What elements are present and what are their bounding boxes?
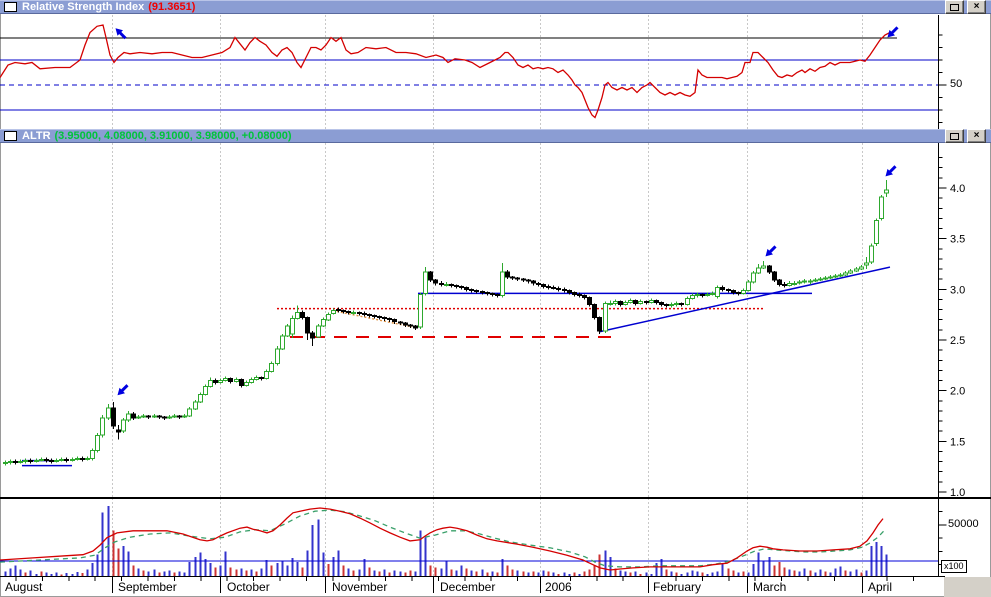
month-separators bbox=[112, 577, 863, 593]
volume-ma-slow bbox=[0, 509, 885, 568]
month-label: 2006 bbox=[545, 580, 572, 594]
candlestick-series bbox=[3, 179, 889, 466]
trendlines[interactable] bbox=[22, 266, 891, 467]
rsi-panel-title: Relative Strength Index bbox=[22, 0, 145, 13]
volume-axis-label-50000: 50000 bbox=[948, 518, 979, 530]
rsi-chart-canvas[interactable] bbox=[0, 15, 991, 129]
price-collapse-box[interactable] bbox=[4, 131, 17, 141]
rsi-line bbox=[0, 24, 891, 119]
rsi-close-button[interactable]: × bbox=[967, 0, 986, 14]
month-gridlines bbox=[112, 498, 863, 577]
price-panel-symbol: ALTR bbox=[22, 129, 51, 142]
month-label: April bbox=[868, 580, 892, 594]
window-corner-filler bbox=[944, 577, 991, 597]
rsi-axis-label-50: 50 bbox=[950, 78, 963, 90]
rsi-window-buttons: × bbox=[945, 0, 991, 14]
svg-text:2.5: 2.5 bbox=[950, 335, 965, 347]
month-gridlines bbox=[112, 15, 863, 129]
close-icon: × bbox=[973, 1, 980, 12]
volume-bars bbox=[4, 505, 888, 577]
maximize-icon bbox=[950, 3, 959, 11]
svg-text:4.0: 4.0 bbox=[950, 183, 965, 195]
rsi-panel-titlebar[interactable]: Relative Strength Index (91.3651) × bbox=[0, 0, 991, 14]
volume-ma-fast bbox=[0, 507, 884, 571]
price-close-button[interactable]: × bbox=[967, 129, 986, 143]
volume-chart-canvas[interactable] bbox=[0, 498, 991, 577]
rsi-maximize-button[interactable] bbox=[945, 0, 964, 14]
price-signal-arrows bbox=[117, 165, 897, 396]
rsi-right-axis bbox=[938, 15, 947, 129]
month-gridlines bbox=[112, 143, 863, 498]
price-ohlc-values: (3.95000, 4.08000, 3.91000, 3.98000, +0.… bbox=[54, 129, 292, 142]
close-icon: × bbox=[973, 130, 980, 141]
month-label: March bbox=[753, 580, 786, 594]
price-panel-titlebar[interactable]: ALTR (3.95000, 4.08000, 3.91000, 3.98000… bbox=[0, 129, 991, 143]
rsi-current-value: (91.3651) bbox=[148, 0, 196, 13]
svg-text:3.5: 3.5 bbox=[950, 234, 965, 246]
month-label: September bbox=[118, 580, 177, 594]
price-window-buttons: × bbox=[945, 129, 991, 143]
month-label: October bbox=[227, 580, 270, 594]
month-label: August bbox=[5, 580, 43, 594]
month-label: November bbox=[332, 580, 387, 594]
svg-text:3.0: 3.0 bbox=[950, 284, 965, 296]
time-axis-strip: August September October November December 20… bbox=[5, 577, 915, 594]
price-maximize-button[interactable] bbox=[945, 129, 964, 143]
month-label: December bbox=[440, 580, 495, 594]
month-labels: August September October November December 20… bbox=[5, 580, 892, 594]
week-ticks bbox=[15, 577, 915, 581]
svg-text:1.0: 1.0 bbox=[950, 487, 965, 498]
maximize-icon bbox=[950, 132, 959, 140]
volume-multiplier-badge: x100 bbox=[941, 560, 967, 573]
price-right-axis: 1.0 1.5 2.0 2.5 3.0 3.5 4.0 bbox=[938, 143, 965, 498]
month-label: February bbox=[653, 580, 701, 594]
svg-text:2.0: 2.0 bbox=[950, 386, 965, 398]
price-chart-canvas[interactable]: 1.0 1.5 2.0 2.5 3.0 3.5 4.0 bbox=[0, 143, 991, 498]
rsi-signal-arrows bbox=[115, 26, 899, 40]
rsi-collapse-box[interactable] bbox=[4, 2, 17, 12]
svg-text:1.5: 1.5 bbox=[950, 436, 965, 448]
